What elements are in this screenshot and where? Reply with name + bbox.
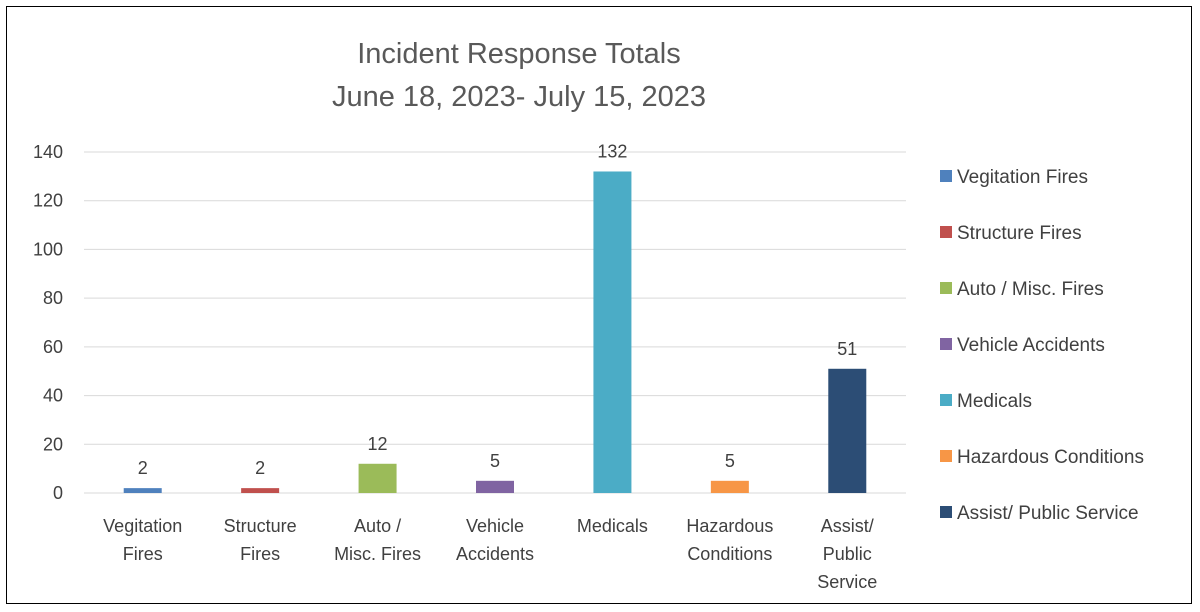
legend-swatch	[940, 282, 952, 294]
legend: Vegitation Fires Structure Fires Auto / Mi…	[940, 167, 1144, 524]
x-tick-label: Assist/	[821, 516, 874, 536]
data-label: 2	[255, 458, 265, 478]
legend-swatch	[940, 450, 952, 462]
legend-label: Vegitation Fires	[957, 167, 1088, 188]
data-label: 12	[368, 434, 388, 454]
legend-label: Hazardous Conditions	[957, 447, 1144, 468]
x-tick-label: Fires	[123, 544, 163, 564]
x-axis-ticks: Vegitation Fires Structure Fires Auto / Misc.…	[103, 516, 877, 592]
legend-swatch	[940, 394, 952, 406]
data-label: 2	[138, 458, 148, 478]
legend-swatch	[940, 338, 952, 350]
bar	[358, 463, 397, 493]
x-tick-label: Auto /	[354, 516, 401, 536]
y-axis-ticks: 0 20 40 60 80 100 120 140	[33, 142, 63, 503]
x-tick-label: Structure	[224, 516, 297, 536]
chart-title: Incident Response Totals	[357, 38, 681, 70]
data-label: 51	[837, 339, 857, 359]
y-tick-label: 60	[43, 337, 63, 357]
legend-label: Medicals	[957, 391, 1032, 412]
x-tick-label: Medicals	[577, 516, 648, 536]
legend-label: Vehicle Accidents	[957, 335, 1105, 356]
y-tick-label: 100	[33, 239, 63, 259]
chart-frame: Incident Response Totals June 18, 2023- …	[6, 6, 1192, 604]
x-tick-label: Misc. Fires	[334, 544, 421, 564]
x-tick-label: Vehicle	[466, 516, 524, 536]
data-labels: 2 2 12 5 132 5 51	[138, 141, 858, 478]
bar	[241, 488, 280, 493]
x-tick-label: Vegitation	[103, 516, 182, 536]
x-tick-label: Conditions	[687, 544, 772, 564]
data-label: 5	[490, 451, 500, 471]
bar-chart: Incident Response Totals June 18, 2023- …	[33, 38, 1144, 592]
legend-swatch	[940, 506, 952, 518]
legend-label: Auto / Misc. Fires	[957, 279, 1104, 300]
legend-swatch	[940, 226, 952, 238]
y-tick-label: 40	[43, 386, 63, 406]
legend-label: Assist/ Public Service	[957, 503, 1139, 524]
x-tick-label: Public	[823, 544, 872, 564]
bar	[123, 488, 162, 493]
x-tick-label: Service	[817, 572, 877, 592]
chart-subtitle: June 18, 2023- July 15, 2023	[332, 81, 706, 113]
data-label: 5	[725, 451, 735, 471]
y-tick-label: 20	[43, 434, 63, 454]
legend-label: Structure Fires	[957, 223, 1082, 244]
bar	[828, 368, 867, 493]
bar	[593, 171, 632, 493]
bar	[476, 480, 514, 493]
x-tick-label: Accidents	[456, 544, 534, 564]
x-tick-label: Fires	[240, 544, 280, 564]
y-tick-label: 80	[43, 288, 63, 308]
y-tick-label: 120	[33, 191, 63, 211]
x-tick-label: Hazardous	[686, 516, 773, 536]
bar	[710, 480, 749, 493]
y-tick-label: 140	[33, 142, 63, 162]
data-label: 132	[597, 141, 627, 161]
gridlines	[84, 151, 906, 494]
bars	[123, 171, 867, 493]
legend-swatch	[940, 170, 952, 182]
y-tick-label: 0	[53, 483, 63, 503]
